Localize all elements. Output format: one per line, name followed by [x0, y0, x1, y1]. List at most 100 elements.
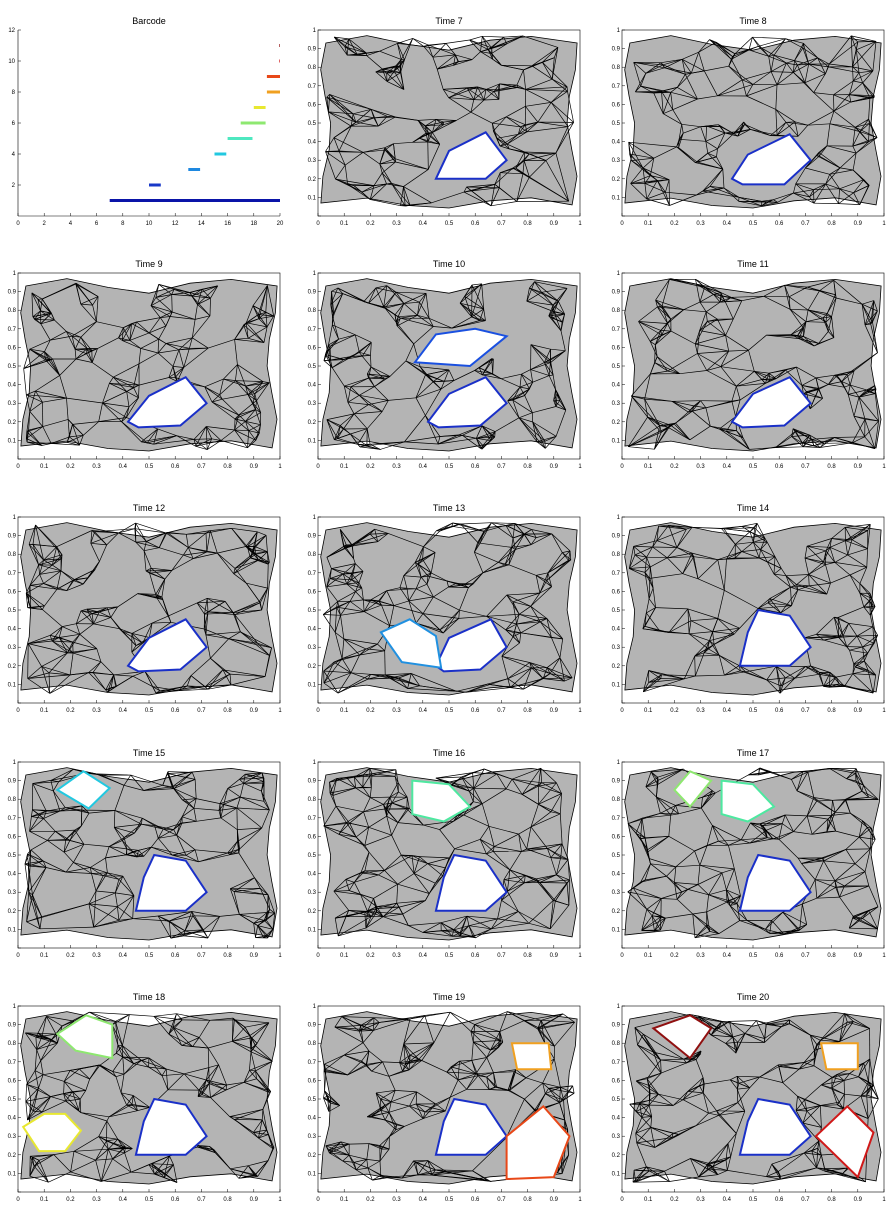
complex-edge [833, 94, 850, 112]
complex-edge [506, 116, 526, 126]
complex-edge [828, 63, 830, 67]
y-tick-label: 0.3 [308, 158, 317, 164]
complex-edge [328, 324, 333, 345]
complex-edge [52, 554, 63, 566]
complex-edge [235, 380, 263, 382]
complex-edge [703, 70, 718, 96]
y-tick-label: 6 [12, 121, 16, 127]
complex-edge [440, 381, 445, 390]
complex-edge [206, 438, 213, 450]
complex-edge [373, 116, 396, 119]
complex-edge [118, 522, 136, 534]
complex-edge [343, 413, 355, 430]
complex-edge [333, 137, 340, 152]
complex-edge [56, 530, 93, 548]
complex-edge [852, 49, 857, 67]
complex-edge [403, 186, 432, 204]
complex-edge [405, 360, 427, 375]
complex-edge [138, 385, 140, 398]
complex-edge [176, 435, 195, 440]
complex-edge [681, 124, 684, 134]
complex-edge [92, 672, 106, 691]
complex-edge [196, 602, 209, 613]
complex-edge [26, 430, 29, 443]
y-tick-label: 1 [13, 760, 17, 766]
complex-edge [805, 321, 826, 323]
complex-edge [773, 192, 794, 201]
complex-edge [425, 125, 433, 133]
complex-edge [171, 294, 173, 313]
complex-edge [243, 318, 260, 326]
complex-edge [791, 436, 804, 448]
y-tick-label: 0.3 [612, 158, 621, 164]
complex-edge [833, 101, 851, 112]
complex-edge [425, 415, 441, 437]
complex-edge [82, 561, 100, 585]
x-tick-label: 1 [578, 464, 582, 470]
complex-edge [506, 143, 510, 150]
complex-edge [58, 626, 63, 638]
complex-edge [706, 366, 721, 371]
complex-edge [695, 279, 697, 285]
complex-edge [512, 167, 530, 178]
complex-edge [403, 303, 418, 316]
complex-edge [238, 414, 246, 422]
complex-edge [856, 41, 877, 51]
complex-edge [246, 322, 268, 328]
complex-edge [344, 547, 354, 559]
complex-edge [855, 126, 878, 138]
complex-edge [785, 121, 808, 126]
x-tick-label: 0.9 [854, 464, 863, 470]
complex-edge [670, 424, 691, 441]
complex-edge [522, 173, 569, 202]
complex-edge [631, 395, 648, 418]
complex-edge [394, 303, 405, 316]
complex-edge [395, 317, 401, 323]
complex-edge [851, 419, 866, 443]
complex-edge [32, 316, 42, 325]
complex-edge [183, 347, 209, 368]
complex-edge [709, 186, 740, 198]
complex-edge [431, 572, 448, 582]
complex-edge [530, 369, 550, 376]
x-tick-label: 8 [121, 221, 125, 227]
complex-edge [681, 123, 701, 128]
complex-edge [425, 125, 427, 134]
complex-edge [825, 550, 827, 565]
y-tick-label: 0.9 [308, 534, 317, 540]
complex-edge [404, 441, 439, 445]
complex-edge [735, 399, 741, 417]
complex-edge [448, 86, 478, 99]
complex-edge [696, 187, 725, 196]
complex-edge [678, 139, 680, 148]
complex-edge [191, 285, 218, 297]
complex-edge [481, 436, 495, 450]
complex-edge [126, 406, 130, 418]
complex-edge [39, 560, 44, 575]
complex-edge [555, 406, 566, 411]
complex-edge [42, 426, 52, 444]
complex-edge [205, 533, 208, 552]
complex-edge [795, 183, 810, 198]
complex-edge [326, 96, 357, 123]
y-tick-label: 0.3 [8, 401, 17, 407]
complex-edge [672, 109, 682, 125]
complex-edge [659, 425, 662, 433]
complex-edge [852, 66, 854, 82]
complex-edge [764, 373, 770, 384]
x-tick-label: 0.8 [223, 953, 232, 959]
complex-edge [695, 335, 726, 345]
complex-edge [117, 593, 138, 608]
complex-edge [853, 185, 870, 194]
complex-edge [27, 643, 29, 679]
complex-edge [791, 434, 810, 437]
y-tick-label: 0.2 [612, 664, 621, 670]
complex-edge [195, 315, 211, 320]
complex-edge [517, 126, 521, 135]
complex-edge [754, 370, 770, 374]
complex-edge [258, 312, 267, 319]
complex-edge [259, 424, 261, 434]
complex-edge [841, 370, 855, 382]
complex-edge [523, 160, 530, 178]
complex-edge [815, 377, 820, 389]
